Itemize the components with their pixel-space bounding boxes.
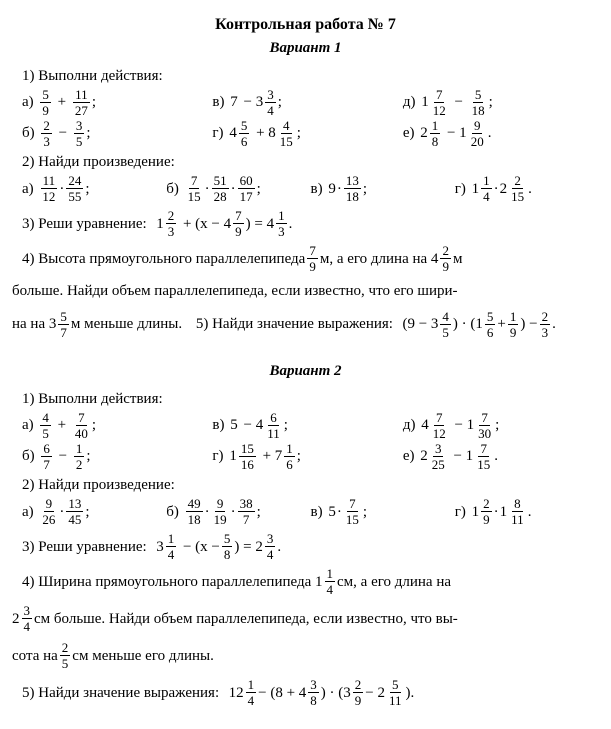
v2-t4-l2: 234 см больше. Найди объем параллелепипе… (12, 604, 458, 633)
v1-t2-v: в) 9 · 1318; (311, 174, 455, 203)
v1-t3: 3) Реши уравнение: 123 + (x − 4 79 ) = 4… (22, 209, 292, 238)
v2-t5: 5) Найди значение выражения: 12 14 − (8 … (22, 678, 414, 707)
v2-t1-row2: б) 67 − 12; г) 11516 + 7 16; е) 2325 − 1… (22, 442, 599, 471)
v1-t4-l3: на на 3 57 м меньше длины. (12, 310, 182, 339)
v2-t2-b: б) 4918 · 919 · 387; (166, 497, 310, 526)
v2-t2-row: а) 926 · 1345; б) 4918 · 919 · 387; в) 5… (22, 497, 599, 526)
v2-t1-b: б) 67 − 12; (22, 442, 212, 471)
v1-t4-l1: 4) Высота прямоугольного параллелепипеда… (22, 244, 462, 273)
v2-task1-head: 1) Выполни действия: (22, 389, 599, 409)
v2-t2-a: а) 926 · 1345; (22, 497, 166, 526)
v2-t2-v: в) 5 · 715; (311, 497, 455, 526)
v1-t1-row1: а) 59 + 1127; в) 7 − 3 34; д) 1712 − 518… (22, 88, 599, 117)
v2-task2-head: 2) Найди произведение: (22, 475, 599, 495)
v2-t4-l3: сота на 25 см меньше его длины. (12, 641, 214, 670)
v1-t2-row: а) 1112 · 2455; б) 715 · 5128 · 6017; в)… (22, 174, 599, 203)
variant-1-title: Вариант 1 (12, 38, 599, 58)
variant-2-title: Вариант 2 (12, 361, 599, 381)
v2-t1-v: в) 5 − 4 611; (212, 411, 402, 440)
v2-t1-a: а) 45 + 740; (22, 411, 212, 440)
v2-t1-row1: а) 45 + 740; в) 5 − 4 611; д) 4712 − 1 7… (22, 411, 599, 440)
v1-t1-v: в) 7 − 3 34; (212, 88, 402, 117)
v1-t2-g: г) 114 · 2215. (455, 174, 599, 203)
v2-t2-g: г) 129 · 1811. (455, 497, 599, 526)
v1-t4-l2: больше. Найди объем параллелепипеда, есл… (12, 281, 599, 301)
v1-t1-d: д) 1712 − 518; (403, 88, 593, 117)
v2-t3: 3) Реши уравнение: 314 − (x − 58 ) = 2 3… (22, 532, 281, 561)
v1-t2-a: а) 1112 · 2455; (22, 174, 166, 203)
v1-t1-b: б) 23 − 35; (22, 119, 212, 148)
v2-t4-l1: 4) Ширина прямоугольного параллелепипеда… (22, 567, 451, 596)
v2-t1-d: д) 4712 − 1 730; (403, 411, 593, 440)
v1-t1-row2: б) 23 − 35; г) 456 + 8 415; е) 218 − 1 9… (22, 119, 599, 148)
v1-t5: 5) Найди значение выражения: (9 − 3 45 )… (196, 310, 556, 339)
v1-t1-g: г) 456 + 8 415; (212, 119, 402, 148)
v1-t1-a: а) 59 + 1127; (22, 88, 212, 117)
v2-t1-e: е) 2325 − 1 715. (403, 442, 593, 471)
v1-task2-head: 2) Найди произведение: (22, 152, 599, 172)
v1-task1-head: 1) Выполни действия: (22, 66, 599, 86)
v1-t1-e: е) 218 − 1 920. (403, 119, 593, 148)
doc-title: Контрольная работа № 7 (12, 14, 599, 36)
v2-t1-g: г) 11516 + 7 16; (212, 442, 402, 471)
v1-t2-b: б) 715 · 5128 · 6017; (166, 174, 310, 203)
